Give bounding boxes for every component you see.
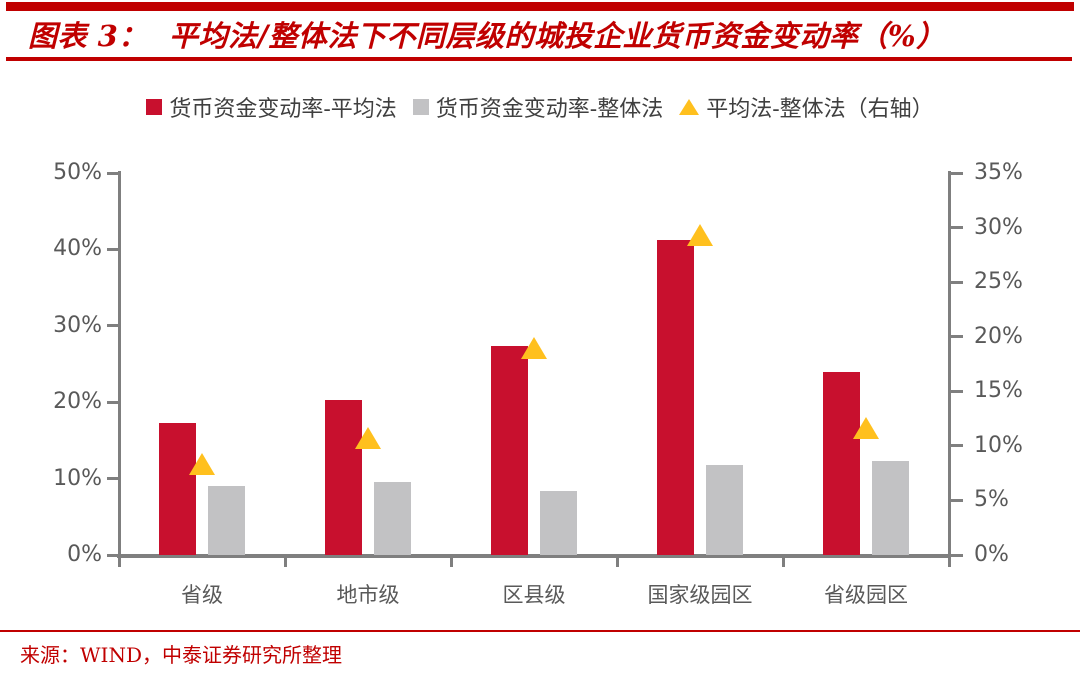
y-axis-label-left: 30% (53, 312, 102, 338)
triangle-marker-difference-1 (355, 427, 381, 450)
x-axis-tick (449, 558, 453, 567)
y-axis-tick-right (951, 226, 963, 230)
bar-average-method-1 (325, 399, 362, 555)
y-axis-tick-right (951, 498, 963, 502)
bar-average-method-3 (657, 240, 694, 555)
bar-average-method-2 (491, 345, 528, 555)
y-axis-tick-left (107, 171, 119, 175)
triangle-marker-difference-3 (687, 224, 713, 247)
x-axis-tick (283, 558, 287, 567)
footer-divider (0, 630, 1080, 632)
y-axis-tick-right (951, 335, 963, 339)
y-axis-label-right: 15% (974, 378, 1023, 404)
x-axis-label: 国家级园区 (647, 583, 753, 607)
y-axis-label-right: 35% (974, 160, 1023, 185)
gray-square-icon (412, 99, 429, 115)
y-axis-tick-right (951, 444, 963, 448)
red-square-icon (146, 99, 163, 115)
y-axis-tick-left (107, 400, 119, 404)
x-axis-label: 省级园区 (824, 583, 908, 607)
source-note: 来源：WIND，中泰证券研究所整理 (20, 643, 342, 667)
legend-item-difference-right-axis: 平均法-整体法（右轴） (679, 91, 934, 123)
bar-overall-method-3 (706, 464, 743, 555)
triangle-marker-difference-4 (853, 417, 879, 440)
legend-label: 货币资金变动率-整体法 (435, 97, 664, 122)
bar-overall-method-0 (208, 486, 245, 555)
y-axis-label-right: 20% (974, 323, 1023, 349)
x-axis-label: 省级 (181, 583, 223, 607)
x-axis-tick (781, 558, 785, 567)
triangle-marker-difference-0 (189, 453, 215, 476)
yellow-triangle-icon (679, 99, 700, 115)
legend-label: 平均法-整体法（右轴） (706, 97, 934, 122)
y-axis-tick-left (107, 247, 119, 251)
y-axis-tick-left (107, 477, 119, 481)
x-axis-label: 地市级 (336, 583, 400, 607)
left-axis-line (118, 171, 121, 560)
legend-label: 货币资金变动率-平均法 (169, 97, 397, 122)
y-axis-tick-right (951, 171, 963, 175)
top-red-bar (6, 2, 1074, 11)
x-axis-label: 区县级 (502, 583, 566, 607)
x-axis-tick (947, 558, 951, 567)
y-axis-tick-right (951, 553, 963, 557)
x-axis-tick (615, 558, 619, 567)
bar-overall-method-2 (540, 490, 577, 555)
y-axis-label-left: 0% (67, 542, 102, 567)
y-axis-label-right: 10% (974, 432, 1023, 458)
bar-average-method-0 (159, 422, 196, 555)
right-axis-line (948, 171, 951, 560)
x-axis-tick (117, 558, 121, 567)
y-axis-label-right: 30% (974, 214, 1023, 240)
y-axis-label-left: 50% (53, 160, 102, 185)
triangle-marker-difference-2 (521, 336, 547, 359)
y-axis-label-left: 40% (53, 236, 102, 262)
y-axis-label-right: 0% (974, 542, 1009, 567)
page-title: 图表 3： 平均法/整体法下不同层级的城投企业货币资金变动率（%） (28, 19, 946, 53)
y-axis-tick-right (951, 280, 963, 284)
legend-item-average-method: 货币资金变动率-平均法 (146, 91, 397, 123)
bar-overall-method-4 (872, 461, 909, 555)
y-axis-label-right: 25% (974, 269, 1023, 295)
y-axis-tick-left (107, 324, 119, 328)
y-axis-tick-left (107, 553, 119, 557)
bar-overall-method-1 (374, 481, 411, 555)
y-axis-label-right: 5% (974, 487, 1009, 513)
chart-legend: 货币资金变动率-平均法 货币资金变动率-整体法 平均法-整体法（右轴） (0, 92, 1080, 122)
y-axis-tick-right (951, 389, 963, 393)
bar-average-method-4 (823, 372, 860, 555)
x-axis-line (117, 554, 951, 558)
title-divider (6, 57, 1072, 61)
legend-item-overall-method: 货币资金变动率-整体法 (412, 91, 664, 123)
y-axis-label-left: 20% (53, 389, 102, 415)
y-axis-label-left: 10% (53, 465, 102, 491)
